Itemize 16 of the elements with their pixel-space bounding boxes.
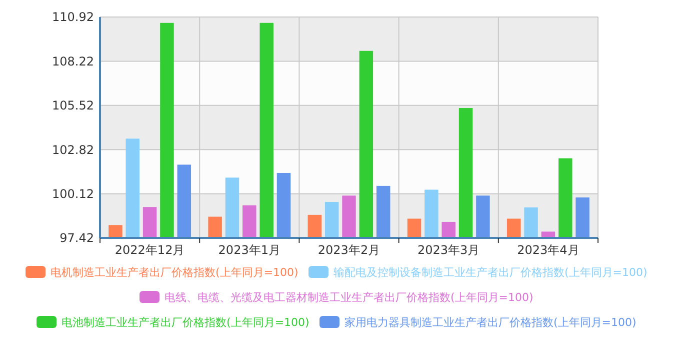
y-tick-label: 97.42 — [60, 231, 94, 246]
x-tick-label: 2023年2月 — [318, 243, 380, 257]
legend-label: 电机制造工业生产者出厂价格指数(上年同月=100) — [50, 266, 298, 279]
x-tick-label: 2023年1月 — [218, 243, 280, 257]
legend-label: 电线、电缆、光缆及电工器材制造工业生产者出厂价格指数(上年同月=100) — [164, 290, 534, 304]
y-tick-label: 110.92 — [52, 10, 94, 24]
y-tick-label: 105.52 — [52, 98, 94, 113]
x-tick-label: 2023年4月 — [517, 243, 580, 257]
legend-label: 家用电力器具制造工业生产者出厂价格指数(上年同月=100) — [344, 316, 636, 329]
x-tick-label: 2023年3月 — [418, 243, 480, 257]
y-tick-label: 102.82 — [52, 142, 94, 157]
y-tick-label: 108.22 — [52, 54, 94, 68]
x-tick-label: 2022年12月 — [114, 243, 185, 257]
legend-label: 输配电及控制设备制造工业生产者出厂价格指数(上年同月=100) — [334, 266, 648, 279]
legend-label: 电池制造工业生产者出厂价格指数(上年同月=100) — [62, 316, 310, 329]
y-tick-label: 100.12 — [52, 187, 94, 201]
